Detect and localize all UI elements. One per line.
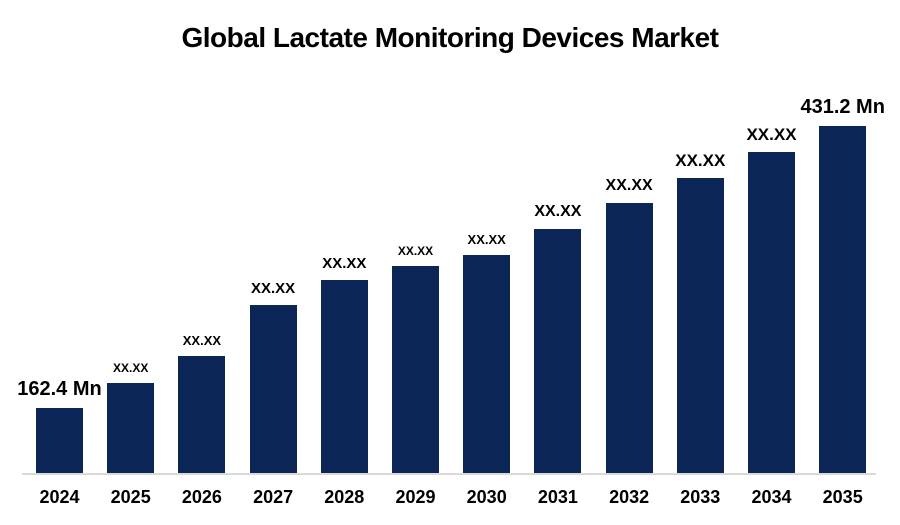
x-axis-line bbox=[22, 473, 876, 475]
bar-2035 bbox=[819, 126, 867, 473]
bar-value-label-2029: XX.XX bbox=[397, 244, 434, 258]
x-axis-label-2032: 2032 bbox=[609, 487, 650, 507]
bar-2027 bbox=[249, 305, 297, 473]
x-axis-label-2027: 2027 bbox=[253, 487, 294, 507]
chart-title: Global Lactate Monitoring Devices Market bbox=[181, 22, 719, 53]
bar-2025 bbox=[107, 383, 155, 473]
bar-value-label-2030: XX.XX bbox=[467, 232, 506, 247]
bar-value-label-2034: XX.XX bbox=[746, 125, 797, 144]
bar-2029 bbox=[392, 266, 439, 473]
bar-value-label-2028: XX.XX bbox=[322, 255, 367, 272]
bar-2034 bbox=[748, 152, 795, 473]
bar-2031 bbox=[534, 229, 582, 473]
x-axis-label-2026: 2026 bbox=[181, 487, 222, 507]
x-axis-label-2025: 2025 bbox=[110, 487, 151, 507]
x-axis-label-2034: 2034 bbox=[751, 487, 792, 507]
bar-value-label-2031: XX.XX bbox=[534, 203, 582, 220]
bar-value-label-2035: 431.2 Mn bbox=[800, 96, 885, 118]
x-axis-label-2028: 2028 bbox=[324, 487, 365, 507]
bar-value-label-2033: XX.XX bbox=[675, 151, 726, 170]
x-axis-label-2024: 2024 bbox=[39, 487, 80, 507]
bar-value-label-2025: XX.XX bbox=[113, 361, 149, 375]
bar-2032 bbox=[605, 203, 653, 473]
bar-2028 bbox=[320, 280, 368, 473]
x-axis-label-2029: 2029 bbox=[395, 487, 436, 507]
bar-value-label-2027: XX.XX bbox=[251, 280, 296, 297]
x-axis-label-2030: 2030 bbox=[466, 487, 507, 507]
x-axis-label-2035: 2035 bbox=[822, 487, 863, 507]
bar-2026 bbox=[178, 356, 226, 473]
bar-2033 bbox=[676, 178, 724, 473]
bar-2030 bbox=[463, 255, 511, 473]
bar-2024 bbox=[36, 408, 83, 473]
x-axis-label-2033: 2033 bbox=[680, 487, 721, 507]
bar-value-label-2024: 162.4 Mn bbox=[17, 378, 102, 400]
x-axis-label-2031: 2031 bbox=[537, 487, 578, 507]
bar-value-label-2026: XX.XX bbox=[182, 333, 222, 348]
bar-value-label-2032: XX.XX bbox=[605, 177, 653, 194]
